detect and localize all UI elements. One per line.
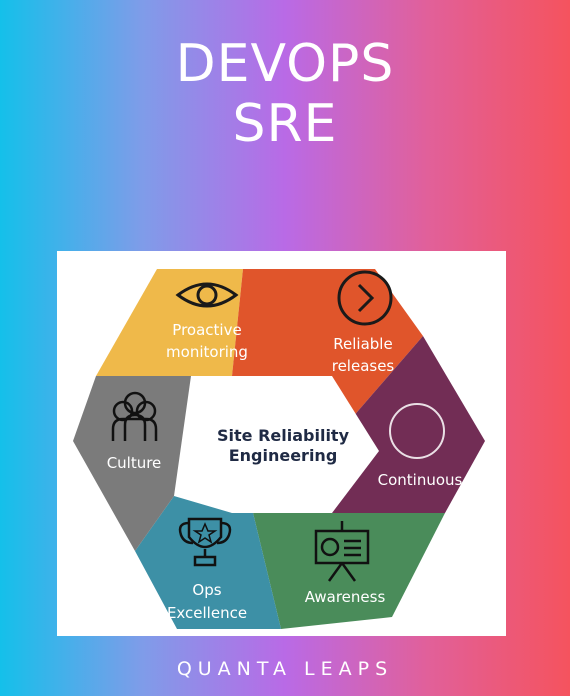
segment-label-awareness: Awareness — [305, 588, 386, 606]
brand-footer: QUANTA LEAPS — [176, 658, 394, 680]
segment-reliable-releases — [232, 269, 423, 441]
segment-label-reliable-line2: releases — [332, 357, 395, 375]
segment-label-proactive-line2: monitoring — [166, 343, 248, 361]
circle-icon — [389, 403, 445, 459]
segment-culture — [73, 376, 191, 551]
segment-label-reliable-line1: Reliable — [333, 335, 392, 353]
title-line-sre: SRE — [232, 94, 338, 154]
segment-label-continuous: Continuous — [378, 471, 463, 489]
center-label-line1: Site Reliability — [217, 426, 350, 445]
trophy-star-icon — [178, 517, 232, 567]
segment-label-ops-line1: Ops — [192, 581, 221, 599]
segment-proactive-monitoring — [96, 269, 243, 376]
people-group-icon — [111, 391, 158, 441]
segment-label-ops-line2: Excellence — [167, 604, 247, 622]
segment-ops-excellence — [135, 496, 281, 629]
center-label-line2: Engineering — [229, 446, 338, 465]
chevron-right-circle-icon — [337, 270, 393, 326]
segment-label-proactive-line1: Proactive — [172, 321, 241, 339]
sre-diagram-panel: Site Reliability Engineering — [57, 251, 506, 636]
sre-hexagon-diagram: Site Reliability Engineering — [73, 269, 485, 629]
eye-icon — [175, 282, 239, 308]
segment-label-culture: Culture — [107, 454, 162, 472]
title-line-devops: DEVOPS — [175, 34, 395, 94]
center-hexagon — [185, 376, 379, 513]
presentation-board-icon — [314, 521, 370, 582]
